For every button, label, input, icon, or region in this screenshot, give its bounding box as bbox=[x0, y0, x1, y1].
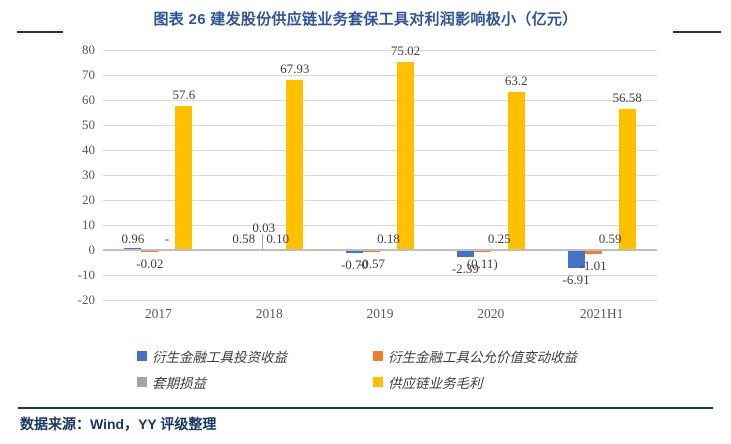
bar-label: -1.01 bbox=[579, 257, 607, 273]
gridline bbox=[103, 275, 657, 276]
y-tick-label: -10 bbox=[77, 267, 95, 282]
bar-label: -2.39 bbox=[451, 260, 479, 276]
bar-label: -0.02 bbox=[136, 255, 164, 271]
legend-item: 衍生金融工具公允价值变动收益 bbox=[373, 346, 577, 366]
bar-label: 57.6 bbox=[172, 87, 196, 102]
gridline bbox=[103, 75, 657, 76]
bar-label: -0.57 bbox=[357, 256, 386, 272]
x-tick-label: 2017 bbox=[144, 306, 172, 321]
x-tick-label: 2021H1 bbox=[579, 306, 624, 321]
header-rule-left bbox=[17, 31, 63, 33]
y-tick-label: 0 bbox=[88, 242, 96, 257]
bar bbox=[346, 251, 363, 253]
bar-label: 0.03 bbox=[252, 220, 276, 235]
bar-label: -0.70 bbox=[340, 256, 369, 272]
bar bbox=[397, 62, 414, 250]
legend-label: 供应链业务毛利 bbox=[388, 376, 483, 392]
gridline bbox=[103, 175, 657, 176]
x-tick-label: 2020 bbox=[477, 306, 505, 321]
data-source-note: 数据来源：Wind，YY 评级整理 bbox=[20, 416, 217, 432]
bar-label: - bbox=[164, 231, 170, 246]
x-tick-label: 2018 bbox=[255, 306, 283, 321]
y-tick-label: 10 bbox=[82, 217, 95, 232]
x-axis-line bbox=[103, 249, 657, 251]
bar-label: 0.96 bbox=[121, 231, 145, 246]
y-tick-label: 50 bbox=[82, 117, 95, 132]
chart-title: 图表 26 建发股份供应链业务套保工具对利润影响极小（亿元） bbox=[153, 11, 578, 28]
legend-swatch bbox=[373, 351, 383, 361]
bar-label: 63.2 bbox=[504, 73, 528, 88]
gridline bbox=[103, 50, 657, 51]
gridline bbox=[103, 200, 657, 201]
y-tick-label: 30 bbox=[82, 167, 95, 182]
footer-rule bbox=[18, 407, 713, 409]
bar-label: 0.58 bbox=[232, 231, 256, 246]
legend-swatch bbox=[137, 377, 147, 387]
bar bbox=[456, 251, 474, 257]
bar bbox=[175, 106, 193, 250]
bar bbox=[124, 247, 142, 250]
gridline bbox=[103, 150, 657, 151]
bar bbox=[618, 108, 636, 250]
legend-swatch bbox=[373, 377, 383, 387]
y-tick-label: 80 bbox=[82, 42, 95, 57]
bar bbox=[507, 92, 525, 250]
header-rule-right bbox=[673, 31, 721, 33]
bar-label: 56.58 bbox=[612, 89, 642, 105]
legend-label: 衍生金融工具公允价值变动收益 bbox=[388, 350, 577, 366]
y-tick-label: 70 bbox=[82, 67, 95, 82]
legend-item: 供应链业务毛利 bbox=[373, 372, 483, 392]
y-tick-label: 40 bbox=[82, 142, 95, 157]
legend-item: 衍生金融工具投资收益 bbox=[137, 346, 287, 366]
y-tick-label: -20 bbox=[77, 292, 95, 307]
legend-label: 衍生金融工具投资收益 bbox=[152, 350, 287, 366]
gridline bbox=[103, 125, 657, 126]
bar bbox=[567, 251, 585, 269]
legend-label: 套期损益 bbox=[152, 376, 206, 392]
bar bbox=[286, 80, 304, 250]
gridline bbox=[103, 300, 657, 301]
legend-item: 套期损益 bbox=[137, 372, 206, 392]
bar bbox=[363, 251, 380, 253]
bar-label: 0.10 bbox=[266, 231, 290, 246]
bar-label: 0.18 bbox=[377, 231, 400, 246]
label-leader-line bbox=[261, 234, 263, 249]
y-tick-label: 60 bbox=[82, 92, 95, 107]
bar-label: 67.93 bbox=[280, 61, 310, 77]
bar-label: 0.25 bbox=[487, 231, 511, 246]
bar-label: 0.59 bbox=[598, 231, 622, 246]
legend-swatch bbox=[137, 351, 147, 361]
gridline bbox=[103, 100, 657, 101]
bar-label: -6.91 bbox=[562, 272, 590, 288]
bar bbox=[473, 251, 491, 252]
bar bbox=[584, 251, 602, 254]
gridline bbox=[103, 225, 657, 226]
bar bbox=[141, 251, 159, 252]
bar-label: 75.02 bbox=[390, 43, 421, 59]
bar-label: (0.11) bbox=[466, 256, 498, 271]
y-tick-label: 20 bbox=[82, 192, 95, 207]
x-tick-label: 2019 bbox=[366, 306, 394, 321]
